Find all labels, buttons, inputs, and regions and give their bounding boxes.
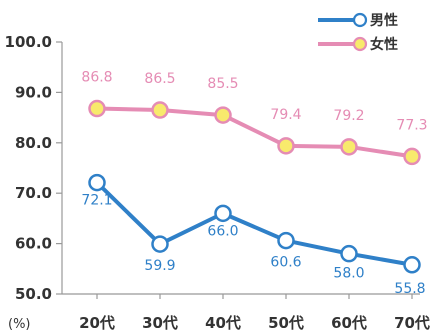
y-tick-label: 70.0 bbox=[15, 184, 52, 202]
data-label: 66.0 bbox=[207, 223, 238, 239]
data-label: 58.0 bbox=[333, 266, 364, 282]
data-label: 86.5 bbox=[144, 71, 175, 87]
data-point-marker bbox=[340, 138, 358, 156]
y-tick-label: 80.0 bbox=[15, 134, 52, 152]
y-tick-label: 100.0 bbox=[5, 33, 52, 51]
legend-label: 男性 bbox=[370, 12, 398, 29]
data-point-marker bbox=[277, 137, 295, 155]
data-label: 55.8 bbox=[394, 281, 425, 297]
x-axis-ticks: 20代 30代 40代 50代 60代 70代 bbox=[79, 294, 430, 332]
x-tick-label: 50代 bbox=[268, 314, 304, 332]
y-axis-ticks: 50.0 60.0 70.0 80.0 90.0 100.0 bbox=[5, 33, 62, 303]
data-point-marker bbox=[151, 101, 169, 119]
y-axis-unit-label: (%) bbox=[8, 317, 31, 332]
y-tick-label: 50.0 bbox=[15, 285, 52, 303]
data-label: 60.6 bbox=[270, 255, 301, 271]
legend-label: 女性 bbox=[370, 36, 398, 53]
data-label: 85.5 bbox=[207, 76, 238, 92]
data-label: 59.9 bbox=[144, 258, 175, 274]
x-tick-label: 40代 bbox=[205, 314, 241, 332]
series-line bbox=[95, 181, 413, 267]
data-point-marker bbox=[277, 231, 295, 250]
data-point-marker bbox=[403, 147, 421, 166]
data-point-marker bbox=[403, 256, 421, 274]
y-tick-label: 90.0 bbox=[15, 83, 52, 101]
data-point-marker bbox=[214, 106, 232, 124]
series-layer bbox=[88, 99, 421, 274]
x-tick-label: 70代 bbox=[394, 314, 430, 332]
series-line bbox=[96, 106, 413, 159]
data-point-marker bbox=[151, 235, 169, 253]
data-label: 77.3 bbox=[396, 117, 427, 133]
legend-marker bbox=[352, 12, 368, 28]
y-tick-label: 60.0 bbox=[15, 235, 52, 253]
x-tick-label: 30代 bbox=[142, 314, 178, 332]
data-label: 72.1 bbox=[81, 193, 112, 209]
data-point-marker bbox=[340, 244, 358, 263]
data-label: 86.8 bbox=[81, 70, 112, 86]
x-tick-label: 20代 bbox=[79, 314, 115, 332]
x-tick-label: 60代 bbox=[331, 314, 367, 332]
data-label-layer: 72.1 59.9 66.0 60.6 58.0 55.8 86.8 86.5 85.5 79.4… bbox=[81, 70, 427, 297]
legend-marker bbox=[352, 36, 368, 52]
data-label: 79.4 bbox=[270, 107, 301, 123]
data-label: 79.2 bbox=[333, 108, 364, 124]
data-point-marker bbox=[214, 204, 232, 223]
data-point-marker bbox=[88, 99, 106, 118]
data-point-marker bbox=[88, 173, 106, 192]
